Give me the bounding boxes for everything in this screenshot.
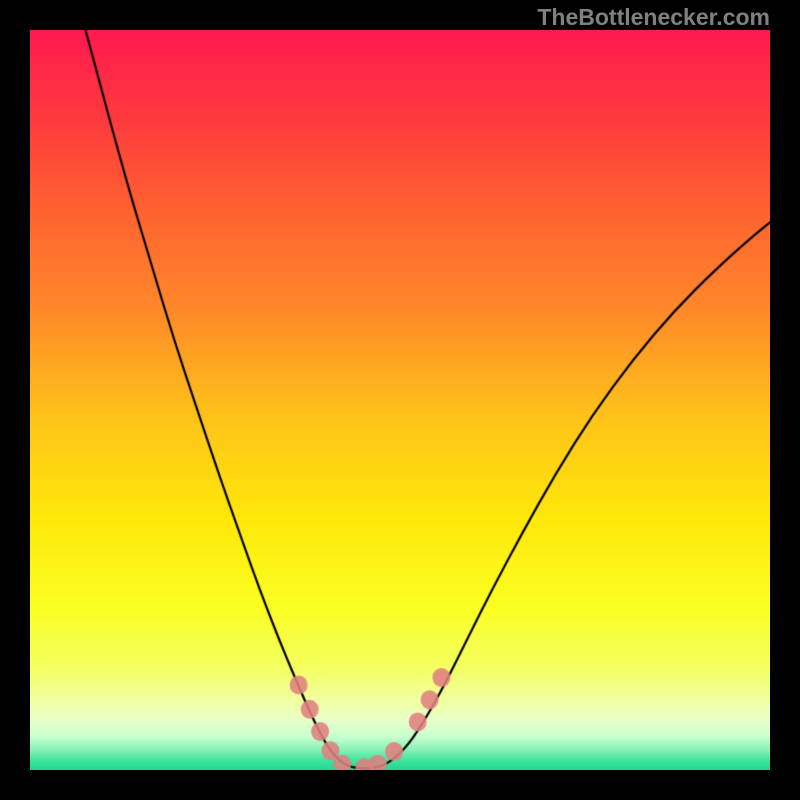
watermark-text: TheBottlenecker.com [537, 4, 770, 31]
bottleneck-curve [30, 30, 770, 770]
